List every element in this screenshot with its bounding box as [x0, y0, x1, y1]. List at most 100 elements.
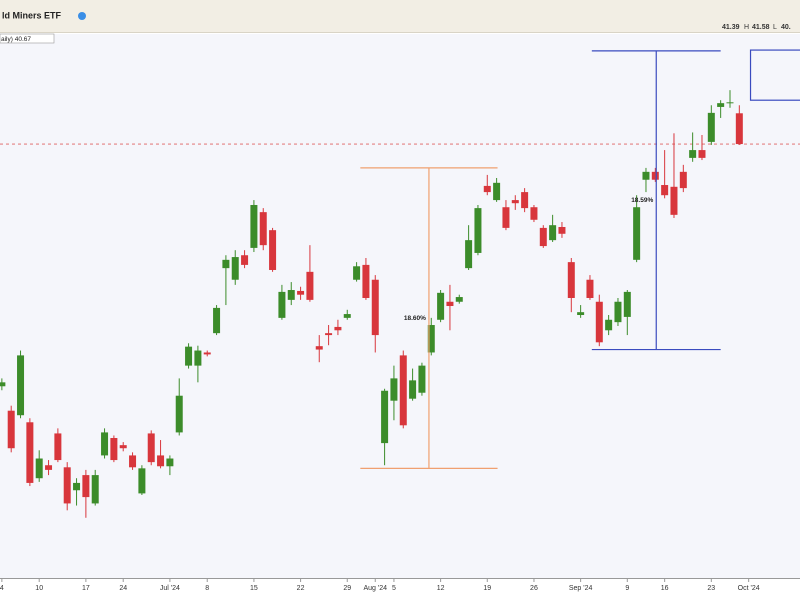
candle-body — [213, 307, 221, 334]
candle-body — [521, 192, 529, 209]
range-box — [749, 49, 800, 101]
header-bar — [0, 0, 800, 32]
candle-body — [362, 264, 370, 298]
candle-body — [147, 433, 155, 463]
price-badge-prefix: aily) — [1, 36, 13, 43]
x-tick-label: 26 — [530, 585, 538, 592]
candle-body — [231, 257, 239, 280]
candle-body — [623, 291, 631, 317]
candle-body — [483, 185, 491, 193]
candle-body — [241, 255, 249, 265]
candle-body — [222, 259, 230, 269]
candle-body — [633, 207, 641, 260]
candle-body — [306, 271, 314, 300]
header-stat: 41.58 — [752, 24, 770, 31]
candle-body — [530, 207, 538, 220]
candle-body — [670, 186, 678, 215]
candle-body — [717, 103, 725, 107]
candle-body — [194, 350, 202, 366]
candle-body — [735, 113, 743, 145]
candle-body — [166, 458, 174, 467]
candle-body — [418, 365, 426, 393]
candle-body — [455, 297, 463, 302]
candle-body — [595, 301, 603, 343]
header-stat: H — [744, 24, 749, 31]
candle-body — [110, 438, 118, 461]
candle-body — [35, 458, 43, 479]
header-stat: 40. — [781, 24, 791, 31]
plot-area — [0, 34, 800, 578]
candle-body — [567, 262, 575, 298]
candle-body — [7, 410, 15, 449]
candle-body — [549, 225, 557, 241]
candle-body — [287, 290, 295, 300]
x-tick-label: 8 — [205, 585, 209, 592]
candle-body — [707, 112, 715, 142]
candle-body — [250, 204, 258, 248]
candle-body — [409, 380, 417, 399]
x-tick-label: 15 — [250, 585, 258, 592]
candle-body — [343, 314, 351, 318]
x-tick-label: Oct '24 — [738, 585, 760, 592]
candle-body — [138, 468, 146, 494]
measure-label: 18.59% — [631, 197, 653, 204]
candle-body — [203, 352, 211, 355]
candle-body — [502, 207, 510, 228]
candle-body — [157, 455, 165, 467]
candle-body — [175, 395, 183, 433]
candle-body — [399, 355, 407, 426]
candle-body — [689, 150, 697, 158]
x-tick-label: 5 — [392, 585, 396, 592]
x-tick-label: 9 — [625, 585, 629, 592]
x-tick-label: 4 — [0, 585, 4, 592]
x-tick-label: 12 — [437, 585, 445, 592]
candle-body — [353, 266, 361, 280]
candle-body — [558, 226, 566, 234]
candle-body — [605, 319, 613, 331]
price-badge-label: aily) 40.67 — [1, 36, 31, 43]
candle-body — [446, 301, 454, 307]
x-tick-label: Jul '24 — [160, 585, 180, 592]
candle-body — [278, 291, 286, 318]
candle-body — [474, 208, 482, 253]
candle-body — [129, 455, 137, 468]
candle-body — [390, 378, 398, 401]
candle-body — [119, 445, 127, 449]
candle-body — [82, 475, 90, 498]
candle-body — [73, 482, 81, 491]
candle-body — [642, 171, 650, 180]
x-tick-label: Aug '24 — [363, 585, 387, 592]
measure-label: 18.60% — [404, 315, 426, 322]
candle-body — [614, 301, 622, 323]
candle-body — [315, 346, 323, 350]
candle-body — [325, 333, 333, 336]
header-stats: 41.39 H 41.58 L 40. — [722, 24, 791, 31]
candle-body — [269, 230, 277, 270]
x-tick-label: 16 — [661, 585, 669, 592]
candle-body — [334, 326, 342, 331]
candle-body — [493, 182, 501, 201]
header-title: ld Miners ETF — [2, 10, 62, 20]
candle-body — [437, 292, 445, 320]
x-tick-label: Sep '24 — [569, 585, 593, 592]
candle-body — [661, 185, 669, 196]
candle-body — [259, 212, 267, 246]
x-tick-label: 23 — [707, 585, 715, 592]
candle-body — [54, 433, 62, 461]
candle-body — [539, 227, 547, 247]
candle-body — [371, 279, 379, 336]
candle-body — [185, 346, 193, 366]
price-badge — [0, 33, 55, 44]
candle-body — [651, 171, 659, 180]
candle-body — [726, 102, 734, 104]
x-tick-label: 17 — [82, 585, 90, 592]
header-stat: L — [773, 24, 777, 31]
candle-body — [586, 279, 594, 298]
candle-body — [45, 465, 53, 470]
candle-body — [465, 240, 473, 269]
price-badge-value: 40.67 — [15, 36, 32, 43]
candle-body — [698, 150, 706, 158]
candle-body — [381, 390, 389, 444]
